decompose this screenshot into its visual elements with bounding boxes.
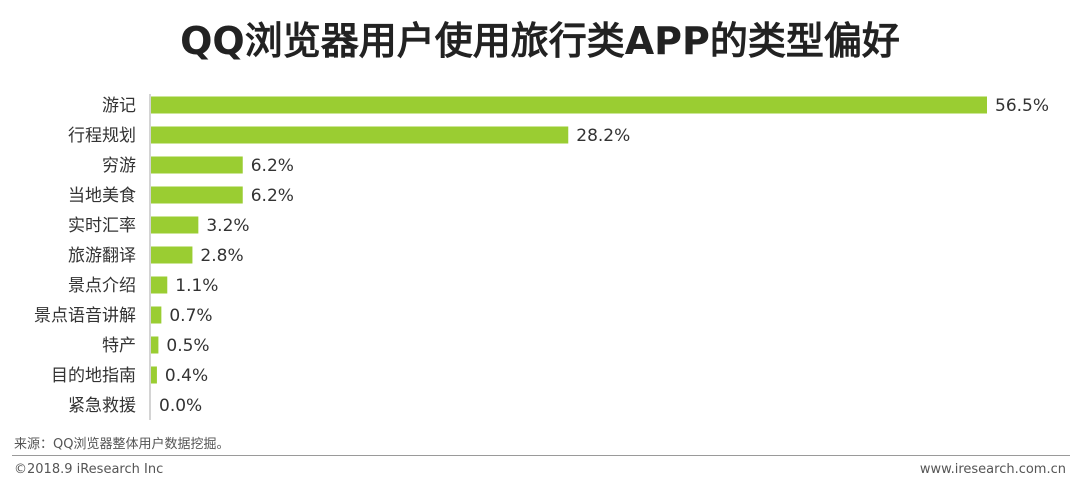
bar — [151, 306, 162, 324]
value-label: 28.2% — [576, 126, 630, 146]
category-label: 紧急救援 — [68, 396, 136, 416]
value-label: 6.2% — [251, 186, 294, 206]
bar — [151, 156, 243, 174]
source-note: 来源：QQ浏览器整体用户数据挖掘。 — [14, 437, 230, 452]
value-label: 2.8% — [200, 246, 243, 266]
footer-copyright: ©2018.9 iResearch Inc — [14, 462, 164, 477]
value-label: 1.1% — [175, 276, 218, 296]
value-labels-layer: 56.5%28.2%6.2%6.2%3.2%2.8%1.1%0.7%0.5%0.… — [159, 96, 1049, 416]
value-label: 0.7% — [169, 306, 212, 326]
footer-divider — [12, 455, 1070, 456]
category-label: 行程规划 — [68, 126, 136, 146]
bar — [151, 366, 157, 384]
bar-chart: 游记行程规划穷游当地美食实时汇率旅游翻译景点介绍景点语音讲解特产目的地指南紧急救… — [34, 94, 1049, 420]
footer-website[interactable]: www.iresearch.com.cn — [919, 462, 1066, 477]
bar — [151, 186, 243, 204]
bar — [151, 96, 987, 114]
category-label: 穷游 — [102, 156, 136, 176]
category-label: 实时汇率 — [68, 216, 136, 236]
category-label: 景点语音讲解 — [34, 306, 136, 326]
value-label: 56.5% — [995, 96, 1049, 116]
value-label: 6.2% — [251, 156, 294, 176]
category-labels-layer: 游记行程规划穷游当地美食实时汇率旅游翻译景点介绍景点语音讲解特产目的地指南紧急救… — [34, 96, 136, 416]
value-label: 0.0% — [159, 396, 202, 416]
bar — [151, 216, 199, 234]
category-label: 目的地指南 — [51, 366, 136, 386]
category-label: 旅游翻译 — [68, 246, 136, 266]
bar — [151, 126, 569, 144]
bar — [151, 246, 193, 264]
bar — [151, 336, 159, 354]
bar — [151, 276, 168, 294]
chart-title: QQ浏览器用户使用旅行类APP的类型偏好 — [180, 19, 900, 63]
value-label: 0.5% — [166, 336, 209, 356]
category-label: 景点介绍 — [68, 276, 136, 296]
value-label: 3.2% — [206, 216, 249, 236]
category-label: 当地美食 — [68, 186, 136, 206]
category-label: 游记 — [102, 96, 136, 116]
value-label: 0.4% — [165, 366, 208, 386]
bars-layer — [151, 96, 987, 384]
category-label: 特产 — [102, 336, 136, 356]
